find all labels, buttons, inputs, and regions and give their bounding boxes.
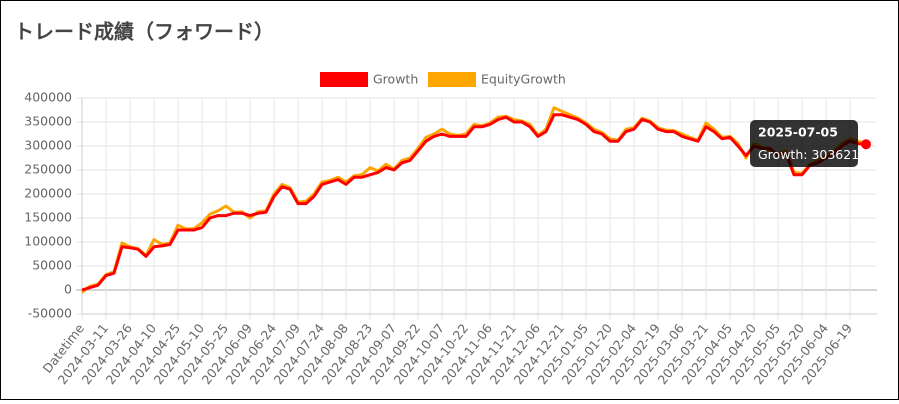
page-title: トレード成績（フォワード） <box>14 20 274 44</box>
series-line <box>81 113 867 292</box>
legend: Growth EquityGrowth <box>320 72 566 87</box>
tooltip-box <box>750 120 858 167</box>
tooltip-series: Growth <box>758 147 803 162</box>
y-tick-label: 250000 <box>24 162 72 177</box>
tooltip-sep: : <box>803 147 811 162</box>
tooltip-title: 2025-07-05 <box>758 125 838 140</box>
y-tick-label: 150000 <box>24 210 72 225</box>
legend-label: EquityGrowth <box>481 72 566 87</box>
y-tick-label: 50000 <box>32 258 72 273</box>
legend-swatch <box>320 72 368 87</box>
y-tick-label: 100000 <box>24 234 72 249</box>
tooltip: 2025-07-05 Growth: 303621 <box>750 120 859 167</box>
legend-label: Growth <box>373 72 418 87</box>
y-tick-label: 200000 <box>24 186 72 201</box>
legend-swatch <box>428 72 476 87</box>
y-tick-label: 400000 <box>24 90 72 105</box>
tooltip-value: 303621 <box>811 147 859 162</box>
y-tick-label: 0 <box>64 282 72 297</box>
y-tick-label: 300000 <box>24 138 72 153</box>
y-tick-label: -50000 <box>28 306 72 321</box>
y-tick-label: 350000 <box>24 114 72 129</box>
tooltip-label: Growth: 303621 <box>758 147 859 162</box>
hover-point <box>861 139 871 150</box>
